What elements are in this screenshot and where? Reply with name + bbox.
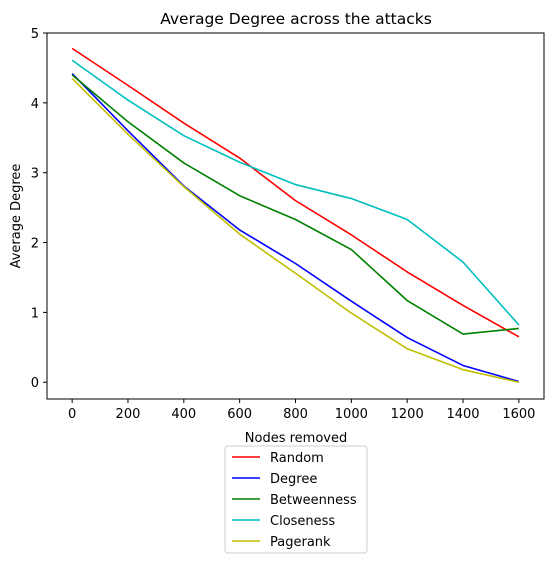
plot-lines [72, 48, 519, 382]
x-tick-label: 0 [68, 407, 76, 422]
legend: Random Degree Betweenness Closeness Pagerank [225, 446, 367, 553]
y-tick-label: 5 [31, 27, 39, 42]
y-tick-label: 3 [31, 167, 39, 182]
x-tick-label: 1400 [446, 407, 479, 422]
legend-label-betweenness: Betweenness [270, 493, 357, 508]
x-tick-label: 400 [171, 407, 196, 422]
series-line-degree [72, 74, 519, 382]
series-line-pagerank [72, 78, 519, 382]
y-tick-label: 1 [31, 306, 39, 321]
legend-label-degree: Degree [270, 472, 317, 487]
chart-title: Average Degree across the attacks [160, 10, 432, 28]
legend-label-pagerank: Pagerank [270, 535, 331, 550]
x-axis: 0 200 400 600 800 1000 1200 1400 1600 [68, 399, 535, 422]
x-tick-label: 800 [283, 407, 308, 422]
x-tick-label: 1000 [335, 407, 368, 422]
x-tick-label: 600 [227, 407, 252, 422]
x-tick-label: 200 [116, 407, 141, 422]
y-axis: 0 1 2 3 4 5 [31, 27, 47, 391]
x-axis-label: Nodes removed [245, 431, 347, 446]
y-tick-label: 4 [31, 97, 39, 112]
legend-label-closeness: Closeness [270, 514, 335, 529]
series-line-closeness [72, 60, 519, 325]
y-axis-label: Average Degree [9, 164, 24, 269]
series-line-random [72, 48, 519, 336]
x-tick-label: 1200 [391, 407, 424, 422]
x-tick-label: 1600 [502, 407, 535, 422]
y-tick-label: 0 [31, 376, 39, 391]
legend-label-random: Random [270, 451, 324, 466]
series-line-betweenness [72, 75, 519, 334]
y-tick-label: 2 [31, 237, 39, 252]
axes-frame [47, 33, 544, 399]
